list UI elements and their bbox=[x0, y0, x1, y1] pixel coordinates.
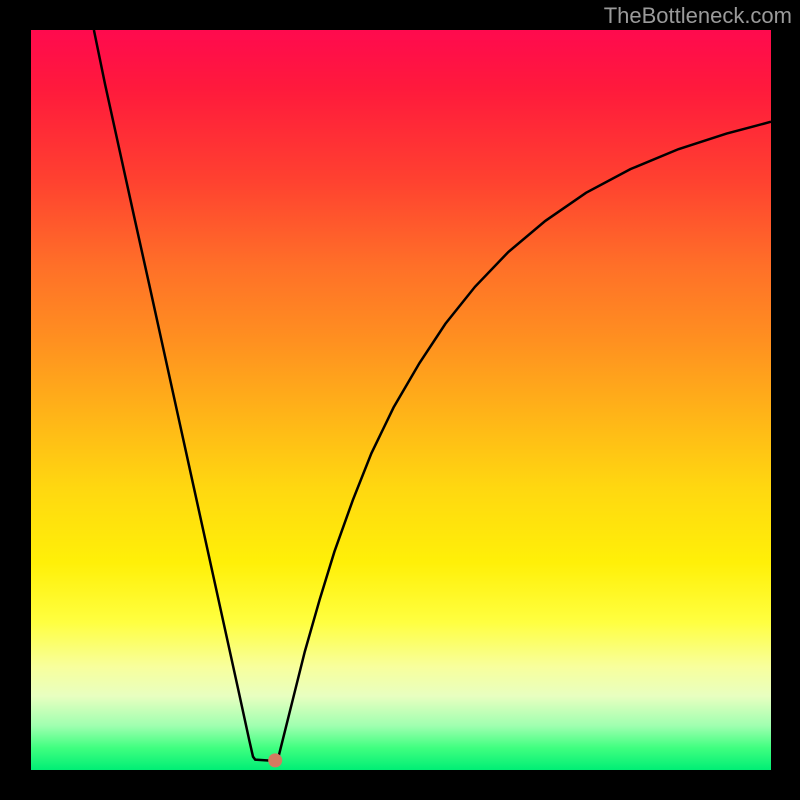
bottleneck-curve bbox=[94, 30, 771, 761]
plot-svg bbox=[31, 30, 771, 770]
plot-area bbox=[31, 30, 771, 770]
optimum-marker bbox=[268, 753, 282, 767]
watermark-text: TheBottleneck.com bbox=[604, 3, 792, 29]
